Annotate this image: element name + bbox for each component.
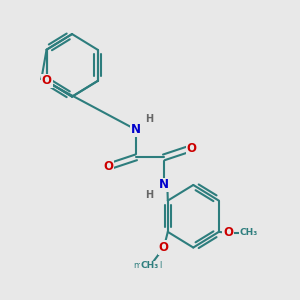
Text: O: O — [103, 160, 113, 173]
Text: O: O — [223, 226, 233, 239]
Text: O: O — [187, 142, 196, 155]
Text: H: H — [145, 190, 153, 200]
Text: N: N — [131, 123, 141, 136]
Text: CH₃: CH₃ — [141, 261, 159, 270]
Text: O: O — [159, 241, 169, 254]
Text: CH₃: CH₃ — [240, 228, 258, 237]
Text: methyl: methyl — [134, 261, 163, 270]
Text: H: H — [145, 115, 153, 124]
Text: N: N — [159, 178, 169, 191]
Text: O: O — [42, 74, 52, 88]
